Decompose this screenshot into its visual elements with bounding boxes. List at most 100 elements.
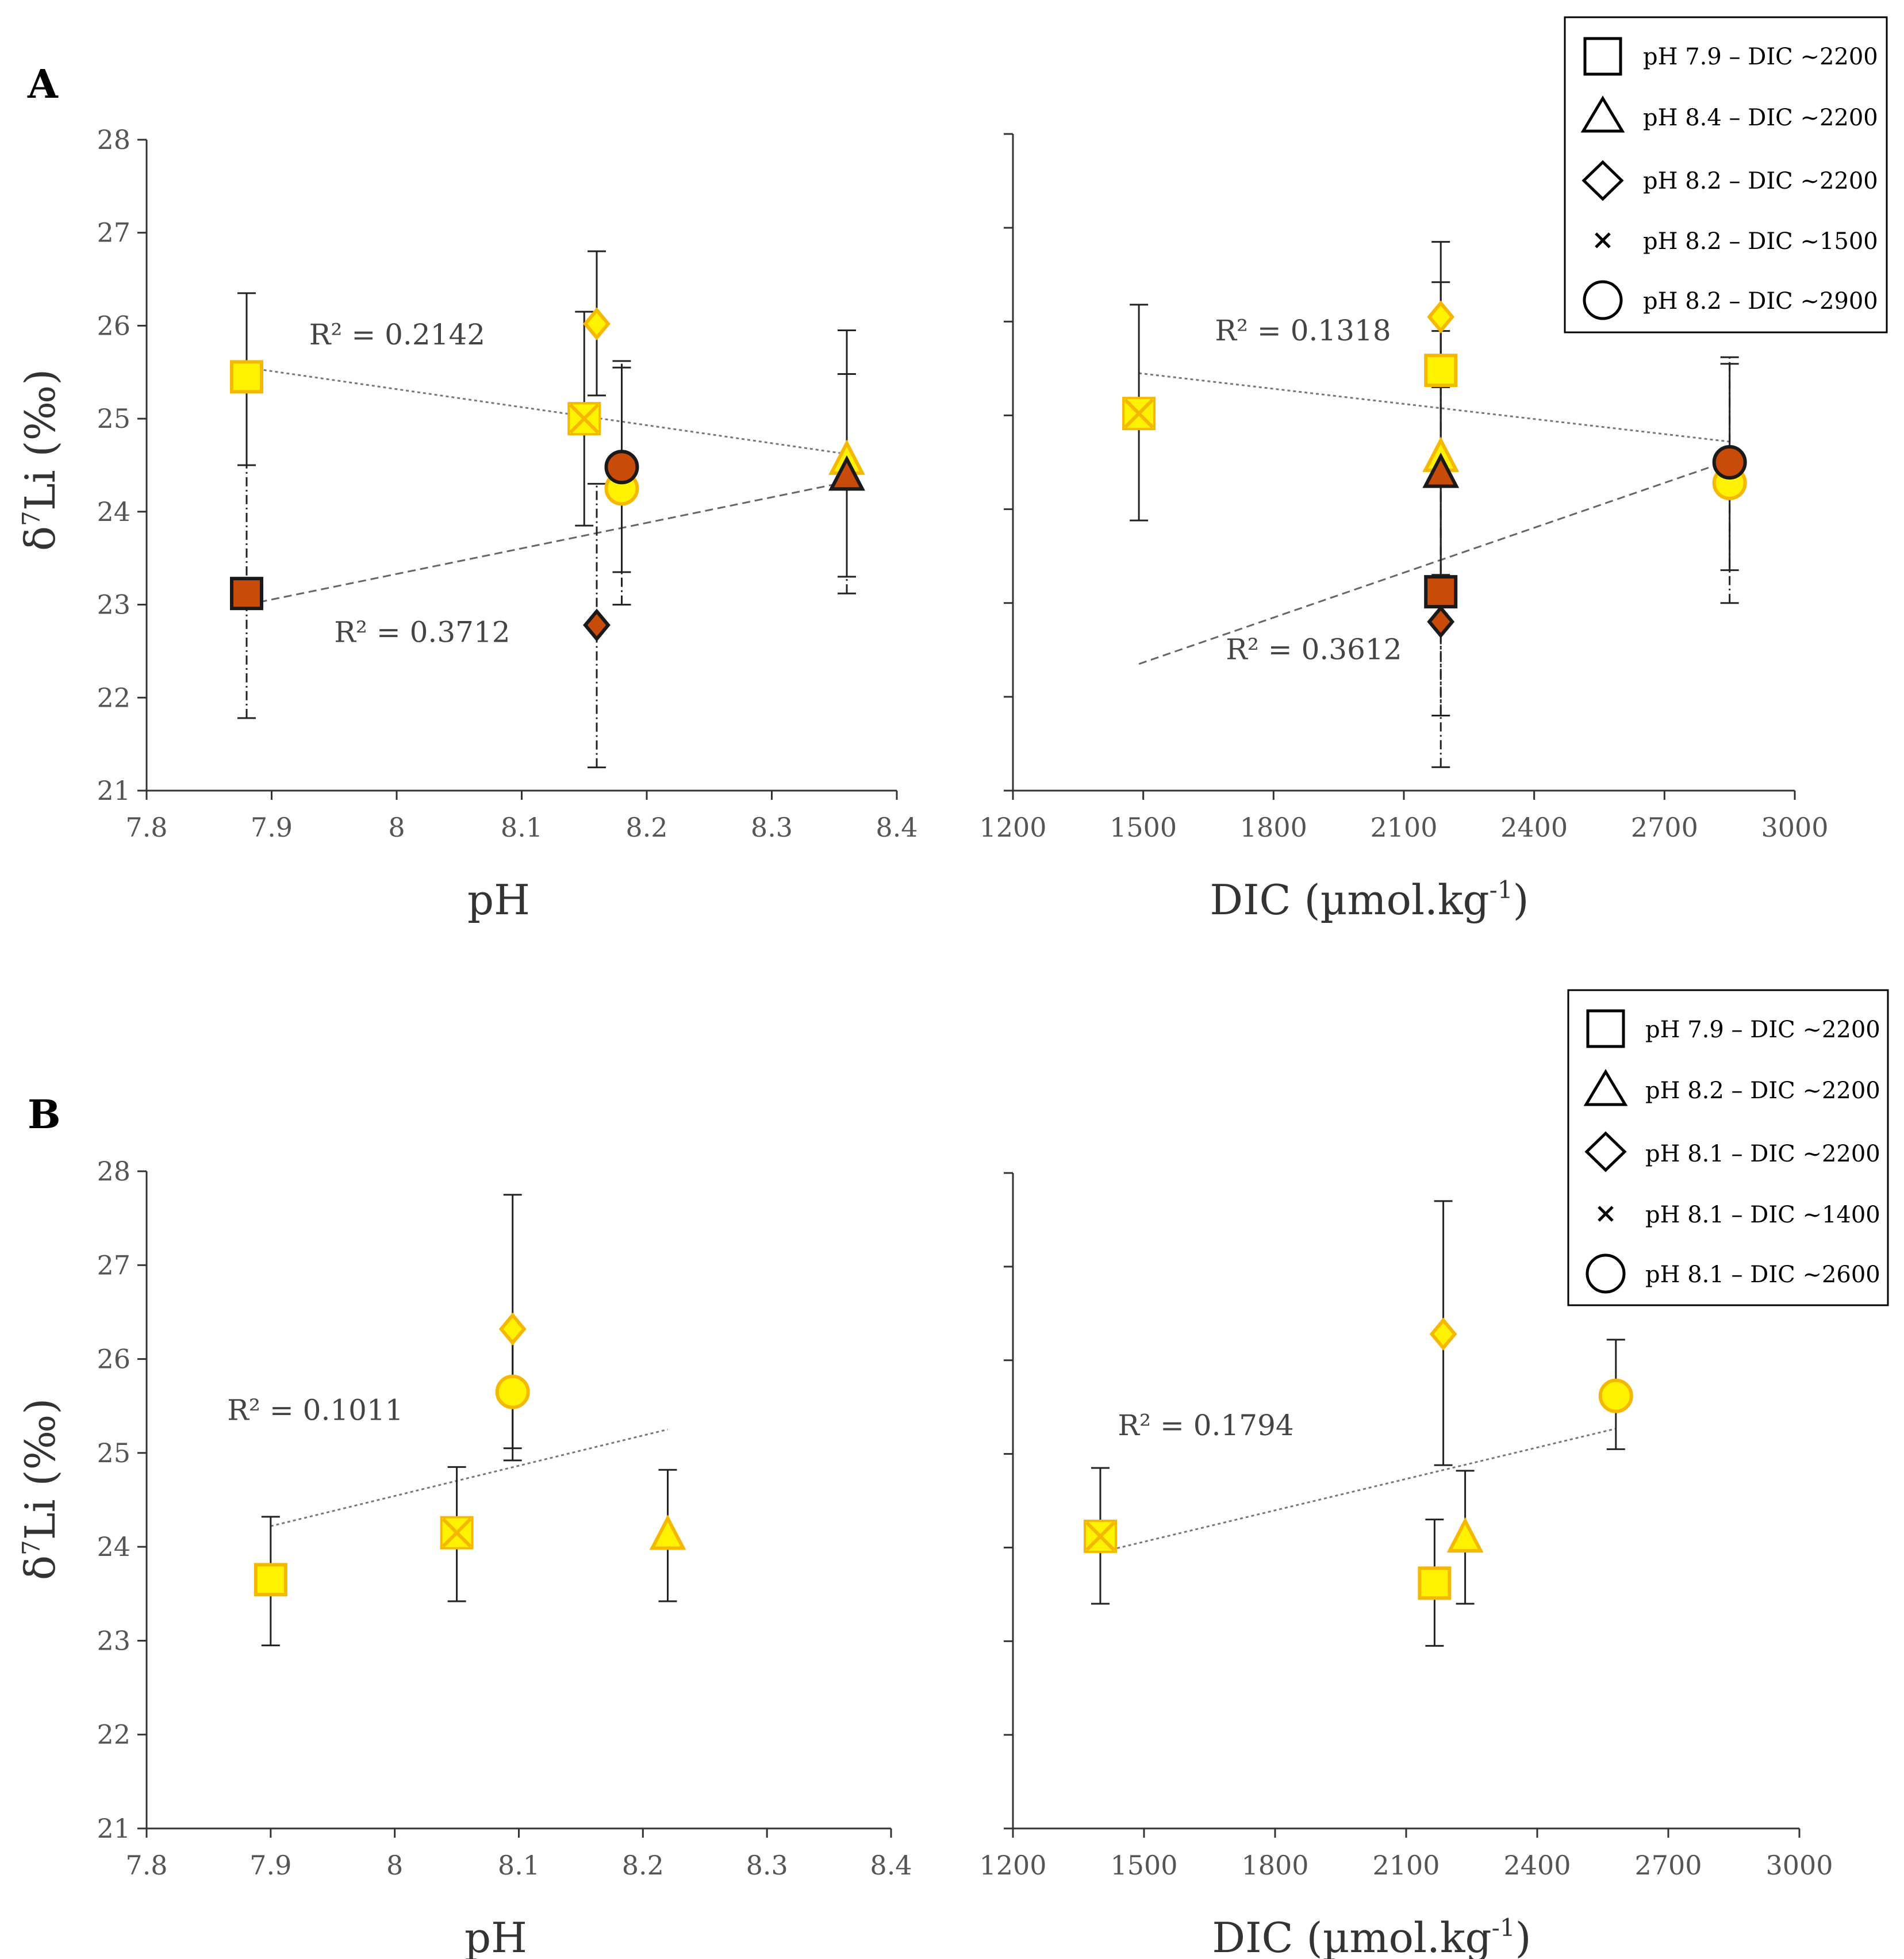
y-tick-label: 27 — [97, 217, 130, 248]
trendline-yellow — [1138, 372, 1730, 443]
y-axis-label: δ7Li (‰) — [16, 1398, 64, 1581]
legend-b-marker-circle — [1586, 1253, 1626, 1294]
data-point-brown-square — [230, 577, 263, 611]
x-tick-label: 2100 — [1372, 1850, 1439, 1881]
x-tick-label: 7.8 — [125, 812, 167, 843]
legend-b-marker-x — [1598, 1206, 1614, 1222]
legend-a-item-3: pH 8.2 – DIC ~2200 — [1643, 168, 1878, 194]
data-point-brown-circle — [604, 450, 639, 485]
legend-b-item-3: pH 8.1 – DIC ~2200 — [1645, 1141, 1880, 1167]
plot-b-ph: 21 22 23 24 25 26 27 28 7.8 7.9 8 8.1 8.2 8.3 8.4 pH δ7L… — [16, 1156, 912, 1959]
y-tick-label: 25 — [97, 1437, 130, 1469]
legend-a: pH 7.9 – DIC ~2200 pH 8.4 – DIC ~2200 pH… — [1564, 16, 1888, 333]
x-tick-label: 1500 — [1110, 812, 1177, 843]
data-point-brown-triangle — [1422, 453, 1460, 488]
r2-label-yellow: R² = 0.1318 — [1215, 314, 1391, 347]
r2-label-yellow: R² = 0.2142 — [309, 318, 485, 351]
x-tick-label: 8 — [386, 1850, 403, 1881]
x-tick-label: 3000 — [1765, 1850, 1833, 1881]
legend-b-item-4: pH 8.1 – DIC ~1400 — [1645, 1202, 1880, 1228]
x-tick-label: 8.1 — [501, 812, 543, 843]
y-tick-label: 26 — [97, 1344, 130, 1375]
y-tick-label: 26 — [97, 310, 130, 341]
x-tick-label: 8.4 — [870, 1850, 912, 1881]
data-point-yellow-x-cross — [1123, 398, 1154, 429]
data-point-yellow-diamond — [1429, 1317, 1457, 1351]
error-bar-brown-circle — [1720, 356, 1739, 604]
x-tick-label: 2700 — [1634, 1850, 1702, 1881]
data-point-yellow-circle — [1598, 1378, 1633, 1413]
data-point-brown-square — [1424, 575, 1458, 609]
y-tick-label: 23 — [97, 1625, 130, 1656]
legend-b: pH 7.9 – DIC ~2200 pH 8.2 – DIC ~2200 pH… — [1567, 989, 1889, 1306]
y-tick-label: 24 — [97, 496, 130, 527]
data-point-yellow-diamond — [498, 1312, 527, 1346]
y-tick-label: 21 — [97, 775, 130, 806]
data-point-yellow-diamond — [1427, 300, 1455, 333]
y-tick-label: 27 — [97, 1249, 130, 1281]
trendline-yellow — [246, 366, 847, 455]
data-point-yellow-x-cross — [442, 1517, 472, 1548]
trendline-brown — [1138, 459, 1730, 665]
plot-a-dic: 1200 1500 1800 2100 2400 2700 3000 DIC (µmol.kg… — [979, 133, 1829, 924]
x-tick-label: 8 — [388, 812, 405, 843]
x-tick-label: 3000 — [1761, 812, 1828, 843]
legend-b-item-5: pH 8.1 – DIC ~2600 — [1645, 1262, 1880, 1288]
legend-a-marker-diamond — [1581, 160, 1624, 201]
legend-a-marker-circle — [1583, 280, 1623, 320]
y-tick-label: 25 — [97, 403, 130, 434]
legend-a-item-4: pH 8.2 – DIC ~1500 — [1643, 228, 1878, 255]
data-point-yellow-square — [1424, 354, 1458, 388]
data-point-yellow-circle — [495, 1374, 530, 1409]
y-tick-label: 28 — [97, 124, 130, 155]
data-point-yellow-triangle — [649, 1515, 686, 1550]
y-tick-label: 21 — [97, 1813, 130, 1844]
data-point-brown-diamond — [583, 608, 611, 642]
trendline-yellow — [270, 1428, 668, 1527]
data-point-yellow-square — [254, 1563, 287, 1597]
panel-label-a: A — [27, 62, 59, 108]
data-point-yellow-x — [440, 1516, 474, 1550]
x-tick-label: 1800 — [1240, 812, 1307, 843]
legend-a-marker-square — [1583, 37, 1622, 76]
x-tick-label: 2400 — [1500, 812, 1568, 843]
legend-a-marker-x — [1595, 232, 1611, 248]
x-tick-label: 7.8 — [125, 1850, 167, 1881]
x-axis-label: pH — [467, 876, 530, 924]
x-tick-label: 1500 — [1110, 1850, 1177, 1881]
plot-a-ph: 21 22 23 24 25 26 27 28 7.8 7.9 8 8.1 8.2 8.3 8.4 pH δ7L… — [16, 124, 918, 924]
data-point-brown-diamond — [1427, 605, 1455, 639]
data-point-yellow-triangle — [1446, 1517, 1484, 1553]
legend-b-marker-triangle — [1583, 1069, 1628, 1106]
legend-a-marker-triangle — [1580, 95, 1625, 133]
plot-b-dic: 1200 1500 1800 2100 2400 2700 3000 DIC (µmol.kg… — [979, 1172, 1833, 1959]
legend-a-item-1: pH 7.9 – DIC ~2200 — [1643, 44, 1878, 70]
error-bar-brown-diamond — [588, 482, 606, 769]
x-tick-label: 2700 — [1631, 812, 1698, 843]
r2-label-brown: R² = 0.3712 — [334, 615, 510, 649]
y-tick-label: 23 — [97, 589, 130, 620]
data-point-yellow-x — [1084, 1519, 1117, 1553]
x-tick-label: 1200 — [979, 812, 1046, 843]
legend-a-item-5: pH 8.2 – DIC ~2900 — [1643, 288, 1878, 315]
x-tick-label: 2100 — [1370, 812, 1437, 843]
data-point-yellow-square — [1418, 1566, 1452, 1600]
data-point-yellow-x-cross — [1085, 1521, 1116, 1552]
x-tick-label: 2400 — [1503, 1850, 1571, 1881]
data-point-yellow-x-cross — [569, 404, 600, 434]
trendline-yellow — [1100, 1428, 1617, 1554]
y-tick-label: 24 — [97, 1531, 130, 1562]
x-tick-label: 7.9 — [251, 812, 293, 843]
r2-label-brown: R² = 0.3612 — [1226, 633, 1402, 666]
x-tick-label: 1800 — [1241, 1850, 1308, 1881]
x-tick-label: 8.2 — [622, 1850, 664, 1881]
data-point-brown-circle — [1712, 445, 1747, 480]
data-point-yellow-square — [230, 360, 263, 394]
y-tick-label: 28 — [97, 1156, 130, 1187]
data-point-yellow-x — [1122, 397, 1156, 431]
legend-b-item-1: pH 7.9 – DIC ~2200 — [1645, 1017, 1880, 1043]
x-tick-label: 8.1 — [498, 1850, 540, 1881]
data-point-brown-triangle — [828, 455, 865, 491]
r2-label-yellow: R² = 0.1011 — [227, 1394, 403, 1427]
